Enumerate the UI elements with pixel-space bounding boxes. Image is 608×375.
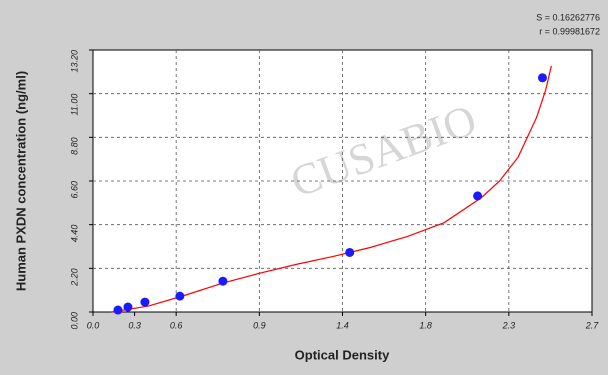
- data-point: [537, 73, 547, 83]
- data-point: [473, 191, 483, 201]
- annotation: r = 0.99981672: [539, 26, 600, 36]
- data-point: [345, 247, 355, 257]
- x-tick-label: 0.3: [128, 320, 141, 330]
- y-axis-title: Human PXDN concentration (ng/ml): [13, 71, 28, 291]
- x-tick-label: 0.6: [170, 320, 183, 330]
- x-axis-title: Optical Density: [295, 347, 390, 362]
- x-tick-label: 2.3: [502, 320, 516, 330]
- annotation: S = 0.16262776: [536, 12, 600, 22]
- x-tick-label: 1.8: [419, 320, 432, 330]
- data-point: [140, 297, 150, 307]
- y-tick-label: 4.40: [69, 225, 79, 243]
- y-tick-label: 8.80: [69, 137, 79, 155]
- y-tick-label: 11.00: [69, 94, 79, 116]
- x-tick-label: 0.9: [253, 320, 266, 330]
- data-point: [113, 305, 123, 315]
- y-tick-label: 0.00: [69, 312, 79, 330]
- x-tick-label: 1.4: [336, 320, 349, 330]
- data-point: [123, 302, 133, 312]
- fit-curve: [111, 65, 552, 313]
- x-tick-label: 0.0: [87, 320, 100, 330]
- y-tick-label: 13.20: [69, 50, 79, 73]
- data-point: [175, 291, 185, 301]
- x-tick-label: 2.7: [585, 320, 600, 330]
- y-tick-label: 2.20: [69, 268, 79, 287]
- y-tick-label: 6.60: [69, 181, 79, 199]
- data-point: [218, 276, 228, 286]
